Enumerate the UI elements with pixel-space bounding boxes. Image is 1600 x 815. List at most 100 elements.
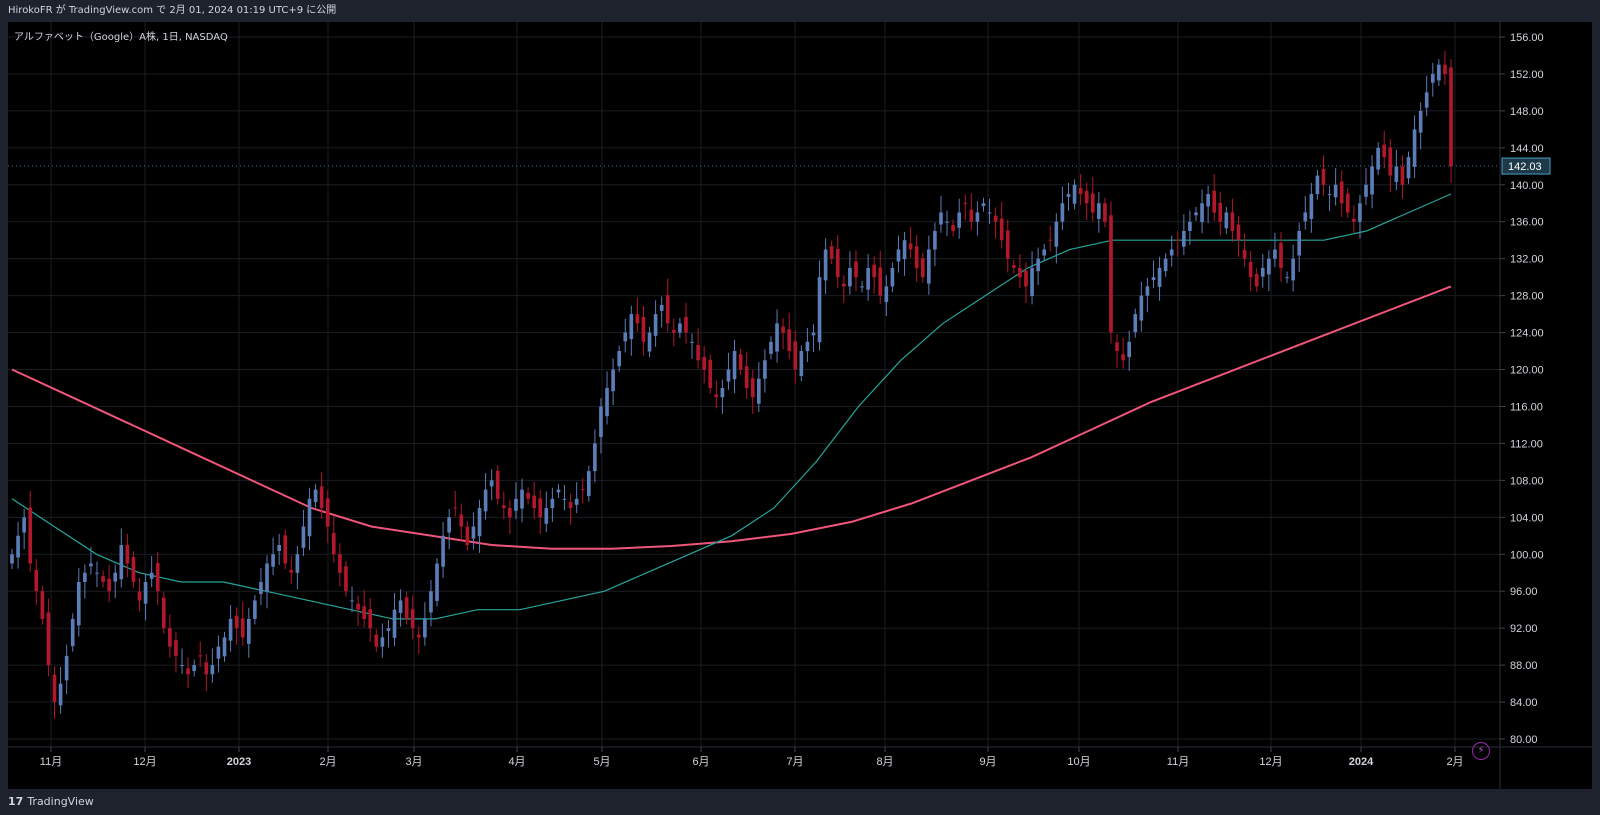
candle	[671, 318, 676, 347]
candle-body	[538, 498, 543, 518]
candle-body	[720, 388, 725, 398]
candle	[696, 328, 700, 369]
y-tick-label: 120.00	[1510, 365, 1544, 377]
candle	[131, 551, 136, 588]
candle	[890, 262, 895, 292]
candle	[769, 336, 773, 360]
candle-body	[204, 662, 209, 675]
y-tick-label: 124.00	[1510, 328, 1544, 340]
candle	[1127, 330, 1132, 371]
candle-body	[520, 489, 524, 509]
candle-body	[471, 526, 476, 539]
candle-body	[174, 640, 178, 656]
candle	[532, 481, 536, 520]
candle	[1121, 337, 1125, 369]
candle-body	[1437, 64, 1441, 81]
candle-body	[22, 517, 26, 533]
candle-body	[1254, 273, 1259, 287]
candle	[410, 595, 415, 640]
candle	[1303, 195, 1308, 230]
candle-body	[623, 332, 628, 342]
candle	[1279, 231, 1283, 282]
candle-body	[301, 526, 306, 548]
candle-body	[1406, 157, 1411, 179]
candle-body	[1430, 73, 1435, 83]
candle-body	[1230, 212, 1235, 231]
candlestick-chart[interactable]: 142.03 156.00 152.00 148.00 144.00 140.00 136…	[8, 22, 1592, 789]
x-tick-label: 10月	[1067, 756, 1090, 768]
x-tick-label: 2023	[227, 756, 251, 768]
candle-body	[805, 341, 810, 352]
candle-body	[1024, 270, 1028, 287]
candle-body	[76, 581, 81, 626]
candle-body	[246, 618, 251, 644]
candle-body	[149, 572, 154, 579]
candle-body	[1060, 203, 1065, 222]
candle-body	[1206, 194, 1210, 207]
candle	[526, 487, 530, 505]
candle-body	[1394, 166, 1399, 183]
candle	[1109, 201, 1113, 344]
candle-body	[999, 218, 1004, 241]
candle	[1042, 243, 1047, 261]
candle-body	[580, 489, 585, 491]
candle-body	[544, 508, 549, 524]
candle	[1267, 250, 1271, 292]
candle-body	[599, 406, 603, 437]
candle-body	[1364, 184, 1368, 197]
candle-body	[1151, 277, 1156, 280]
candle	[848, 251, 852, 295]
candle	[489, 469, 494, 501]
candle-body	[629, 314, 634, 340]
candle	[483, 472, 488, 520]
candle	[945, 210, 949, 237]
candle	[805, 327, 810, 363]
candle	[1060, 186, 1065, 231]
y-tick-label: 132.00	[1510, 254, 1544, 266]
candle-body	[1267, 258, 1271, 275]
candle	[350, 586, 354, 612]
candle-body	[647, 332, 652, 352]
candle-body	[1066, 194, 1071, 197]
candle	[1449, 59, 1453, 183]
candle-body	[58, 683, 63, 706]
candle-body	[987, 212, 992, 214]
candle-body	[902, 240, 907, 260]
candle	[101, 570, 105, 588]
candle-body	[344, 566, 348, 592]
candle-body	[860, 286, 864, 288]
candle	[744, 352, 749, 400]
candle	[508, 499, 512, 534]
tradingview-brand[interactable]: 17 TradingView	[8, 789, 94, 815]
candle-body	[890, 267, 895, 287]
candle	[568, 493, 573, 525]
x-tick-label: 2月	[319, 756, 336, 768]
candle-body	[350, 600, 354, 602]
candle-body	[750, 378, 755, 398]
x-tick-label: 11月	[40, 756, 62, 768]
candle-body	[1315, 175, 1320, 195]
candle	[878, 250, 883, 304]
candle-body	[1291, 258, 1295, 281]
candle	[562, 484, 567, 511]
candle-body	[1030, 267, 1034, 297]
candle-body	[1352, 218, 1356, 222]
symbol-label: アルファベット（Google）A株, 1日, NASDAQ	[14, 32, 228, 43]
candle	[757, 362, 761, 413]
candle	[1321, 155, 1326, 196]
chart-area[interactable]: 142.03 156.00 152.00 148.00 144.00 140.00 136…	[8, 22, 1592, 789]
candle-body	[398, 600, 403, 613]
candle	[678, 317, 682, 339]
candle	[854, 250, 858, 292]
candle	[447, 509, 451, 550]
y-tick-label: 100.00	[1510, 549, 1544, 561]
candle	[429, 580, 433, 627]
candles-group	[10, 50, 1453, 719]
candle	[920, 252, 925, 283]
y-tick-label: 92.00	[1510, 623, 1538, 635]
candle	[392, 593, 397, 647]
x-tick-label: 12月	[1259, 756, 1282, 768]
candle-body	[1424, 92, 1429, 108]
lightning-icon[interactable]: ⚡	[1472, 742, 1490, 760]
candle	[580, 478, 585, 504]
